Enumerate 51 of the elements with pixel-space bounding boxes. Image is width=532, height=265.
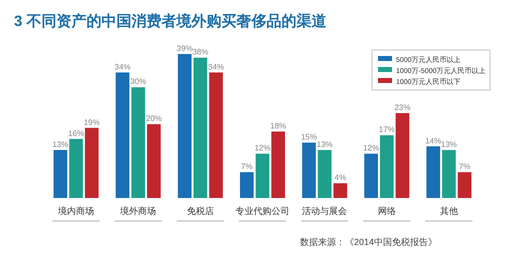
bar xyxy=(396,113,410,198)
bar xyxy=(178,54,192,198)
bar xyxy=(240,172,254,198)
data-label: 7% xyxy=(241,162,253,172)
bar xyxy=(380,135,394,198)
bar xyxy=(271,132,286,198)
bar xyxy=(302,142,316,198)
data-label: 38% xyxy=(192,48,208,57)
x-tick-label: 境外商场 xyxy=(119,206,156,216)
bar xyxy=(364,154,378,198)
x-tick-label: 专业代购公司 xyxy=(236,206,290,216)
x-tick-label: 活动与展会 xyxy=(302,206,348,216)
data-label: 34% xyxy=(114,62,131,72)
bar xyxy=(209,72,223,198)
bar xyxy=(442,150,456,198)
data-label: 23% xyxy=(394,103,410,112)
x-tick-label: 境内商场 xyxy=(57,206,94,216)
data-label: 17% xyxy=(378,125,395,134)
data-label: 13% xyxy=(52,140,68,149)
data-label: 13% xyxy=(316,140,333,149)
bar xyxy=(54,150,68,198)
data-label: 14% xyxy=(425,136,442,146)
bar xyxy=(426,146,440,198)
data-label: 30% xyxy=(130,77,146,86)
data-label: 12% xyxy=(254,144,271,153)
bar xyxy=(194,58,208,198)
bar xyxy=(147,124,161,198)
bar xyxy=(256,154,270,198)
bar xyxy=(131,87,146,198)
data-label: 39% xyxy=(176,44,193,53)
data-label: 7% xyxy=(458,162,470,172)
data-label: 4% xyxy=(334,173,346,182)
data-label: 15% xyxy=(300,132,317,142)
x-tick-label: 网络 xyxy=(378,206,396,216)
bar xyxy=(318,150,332,198)
data-label: 13% xyxy=(440,140,457,149)
bar xyxy=(333,183,348,198)
bar xyxy=(69,138,83,198)
source-note: 数据来源：《2014中国免税报告》 xyxy=(300,237,438,247)
bar xyxy=(116,72,130,198)
chart-title: 3 不同资产的中国消费者境外购买奢侈品的渠道 xyxy=(14,12,328,30)
data-label: 20% xyxy=(146,114,162,124)
data-label: 19% xyxy=(84,118,100,127)
data-label: 34% xyxy=(208,62,224,72)
bar xyxy=(458,172,472,198)
data-label: 16% xyxy=(68,128,84,138)
data-label: 18% xyxy=(270,122,286,131)
bar xyxy=(84,128,99,198)
x-tick-label: 免税店 xyxy=(186,206,214,216)
x-tick-label: 其他 xyxy=(440,206,458,216)
data-label: 12% xyxy=(363,144,380,153)
